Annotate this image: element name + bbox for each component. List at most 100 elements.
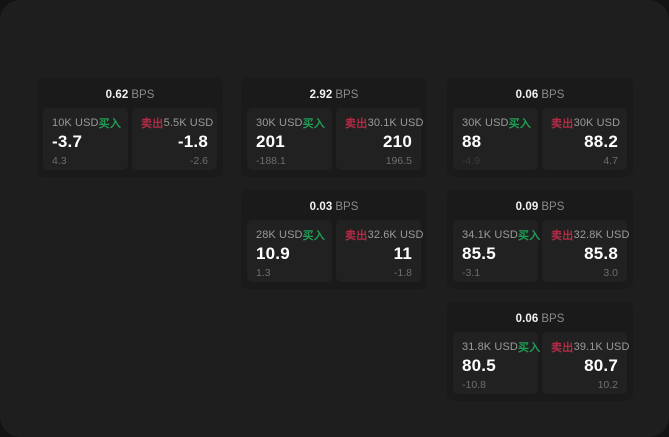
- buy-size-label: 10K USD: [52, 116, 99, 129]
- buy-side-label[interactable]: 买入: [508, 117, 532, 130]
- bps-unit-label: BPS: [541, 89, 565, 101]
- buy-panel[interactable]: 31.8K USD 买入 80.5 -10.8: [453, 332, 540, 394]
- buy-delta: -3.1: [462, 267, 481, 279]
- sell-panel[interactable]: 卖出 39.1K USD 80.7 10.2: [542, 332, 630, 394]
- bps-unit-label: BPS: [541, 201, 565, 213]
- quote-card[interactable]: 0.62 BPS 10K USD 买入 -3.7 4.3 卖出 5.5K USD -1.8 -2.…: [37, 78, 223, 177]
- buy-side-label[interactable]: 买入: [517, 341, 541, 354]
- buy-price: 10.9: [256, 244, 290, 263]
- bps-header: 0.06 BPS: [453, 84, 627, 104]
- panel-header: 31.8K USD 买入: [462, 340, 540, 354]
- buy-side-label[interactable]: 买入: [302, 117, 326, 130]
- sell-size-label: 5.5K USD: [163, 116, 214, 129]
- panel-header: 卖出 30K USD: [551, 116, 621, 130]
- bps-value: 0.09: [515, 201, 539, 213]
- sell-size-label: 30K USD: [573, 116, 621, 129]
- quote-card[interactable]: 2.92 BPS 30K USD 买入 201 -188.1 卖出 30.1K USD 210 1…: [241, 78, 427, 177]
- sell-size-label: 32.8K USD: [573, 228, 630, 241]
- sell-delta: 196.5: [385, 155, 412, 167]
- sell-side-label[interactable]: 卖出: [345, 229, 368, 242]
- buy-price: -3.7: [52, 132, 83, 151]
- buy-side-label[interactable]: 买入: [98, 117, 122, 130]
- quote-card[interactable]: 0.06 BPS 30K USD 买入 88 -4.9 卖出 30K USD 88.2 4.7: [447, 78, 633, 177]
- buy-delta: 4.3: [52, 155, 67, 167]
- buy-delta: -4.9: [462, 155, 481, 167]
- sell-price: 210: [383, 132, 412, 151]
- bps-header: 2.92 BPS: [247, 84, 421, 104]
- buy-panel[interactable]: 10K USD 买入 -3.7 4.3: [43, 108, 128, 170]
- sell-size-label: 39.1K USD: [573, 340, 630, 353]
- sell-delta: 3.0: [603, 267, 618, 279]
- panel-pair: 30K USD 买入 88 -4.9 卖出 30K USD 88.2 4.7: [453, 108, 627, 170]
- buy-panel[interactable]: 34.1K USD 买入 85.5 -3.1: [453, 220, 540, 282]
- buy-price: 80.5: [462, 356, 496, 375]
- bps-value: 0.03: [309, 201, 333, 213]
- sell-size-label: 30.1K USD: [367, 116, 424, 129]
- sell-price: 11: [393, 244, 412, 263]
- panel-pair: 34.1K USD 买入 85.5 -3.1 卖出 32.8K USD 85.8 3.0: [453, 220, 629, 282]
- quote-board: 0.62 BPS 10K USD 买入 -3.7 4.3 卖出 5.5K USD -1.8 -2.…: [37, 78, 633, 401]
- bps-unit-label: BPS: [541, 313, 565, 325]
- panel-header: 30K USD 买入: [256, 116, 326, 130]
- buy-price: 85.5: [462, 244, 496, 263]
- bps-unit-label: BPS: [131, 89, 155, 101]
- panel-header: 30K USD 买入: [462, 116, 532, 130]
- buy-side-label[interactable]: 买入: [302, 229, 326, 242]
- sell-side-label[interactable]: 卖出: [551, 341, 574, 354]
- bps-header: 0.06 BPS: [453, 308, 627, 328]
- bps-unit-label: BPS: [335, 89, 359, 101]
- quote-column: 2.92 BPS 30K USD 买入 201 -188.1 卖出 30.1K USD 210 1…: [241, 78, 427, 289]
- sell-delta: -2.6: [189, 155, 208, 167]
- panel-header: 卖出 32.6K USD: [345, 228, 423, 242]
- quote-card[interactable]: 0.03 BPS 28K USD 买入 10.9 1.3 卖出 32.6K USD 11 -1.8: [241, 190, 427, 289]
- panel-pair: 31.8K USD 买入 80.5 -10.8 卖出 39.1K USD 80.7 10.2: [453, 332, 630, 394]
- panel-pair: 30K USD 买入 201 -188.1 卖出 30.1K USD 210 196.5: [247, 108, 423, 170]
- bps-header: 0.62 BPS: [43, 84, 217, 104]
- panel-pair: 28K USD 买入 10.9 1.3 卖出 32.6K USD 11 -1.8: [247, 220, 423, 282]
- panel-header: 卖出 32.8K USD: [551, 228, 629, 242]
- buy-panel[interactable]: 30K USD 买入 201 -188.1: [247, 108, 332, 170]
- buy-delta: 1.3: [256, 267, 271, 279]
- quote-column: 0.62 BPS 10K USD 买入 -3.7 4.3 卖出 5.5K USD -1.8 -2.…: [37, 78, 223, 177]
- bps-value: 0.06: [515, 89, 539, 101]
- panel-header: 28K USD 买入: [256, 228, 326, 242]
- sell-panel[interactable]: 卖出 32.6K USD 11 -1.8: [336, 220, 423, 282]
- sell-delta: 10.2: [597, 379, 618, 391]
- buy-price: 201: [256, 132, 285, 151]
- sell-side-label[interactable]: 卖出: [345, 117, 368, 130]
- quote-card[interactable]: 0.09 BPS 34.1K USD 买入 85.5 -3.1 卖出 32.8K USD 85.…: [447, 190, 633, 289]
- sell-price: -1.8: [177, 132, 208, 151]
- sell-size-label: 32.6K USD: [367, 228, 424, 241]
- buy-delta: -10.8: [462, 379, 486, 391]
- panel-header: 卖出 30.1K USD: [345, 116, 423, 130]
- bps-unit-label: BPS: [335, 201, 359, 213]
- buy-size-label: 28K USD: [256, 228, 303, 241]
- buy-side-label[interactable]: 买入: [517, 229, 541, 242]
- bps-header: 0.03 BPS: [247, 196, 421, 216]
- panel-header: 卖出 5.5K USD: [141, 116, 213, 130]
- buy-delta: -188.1: [256, 155, 286, 167]
- sell-price: 80.7: [584, 356, 618, 375]
- quote-column: 0.06 BPS 30K USD 买入 88 -4.9 卖出 30K USD 88.2 4.7 0.…: [447, 78, 633, 401]
- sell-panel[interactable]: 卖出 5.5K USD -1.8 -2.6: [132, 108, 217, 170]
- panel-header: 10K USD 买入: [52, 116, 122, 130]
- buy-panel[interactable]: 28K USD 买入 10.9 1.3: [247, 220, 332, 282]
- sell-price: 88.2: [584, 132, 618, 151]
- bps-value: 0.06: [515, 313, 539, 325]
- bps-value: 0.62: [105, 89, 129, 101]
- sell-panel[interactable]: 卖出 32.8K USD 85.8 3.0: [542, 220, 629, 282]
- sell-side-label[interactable]: 卖出: [141, 117, 164, 130]
- sell-side-label[interactable]: 卖出: [551, 229, 574, 242]
- sell-side-label[interactable]: 卖出: [551, 117, 574, 130]
- sell-panel[interactable]: 卖出 30K USD 88.2 4.7: [542, 108, 627, 170]
- sell-price: 85.8: [584, 244, 618, 263]
- quote-card[interactable]: 0.06 BPS 31.8K USD 买入 80.5 -10.8 卖出 39.1K USD 80…: [447, 302, 633, 401]
- panel-pair: 10K USD 买入 -3.7 4.3 卖出 5.5K USD -1.8 -2.6: [43, 108, 217, 170]
- buy-size-label: 31.8K USD: [462, 340, 518, 353]
- sell-panel[interactable]: 卖出 30.1K USD 210 196.5: [336, 108, 423, 170]
- buy-panel[interactable]: 30K USD 买入 88 -4.9: [453, 108, 538, 170]
- buy-size-label: 34.1K USD: [462, 228, 518, 241]
- panel-header: 34.1K USD 买入: [462, 228, 540, 242]
- bps-value: 2.92: [309, 89, 333, 101]
